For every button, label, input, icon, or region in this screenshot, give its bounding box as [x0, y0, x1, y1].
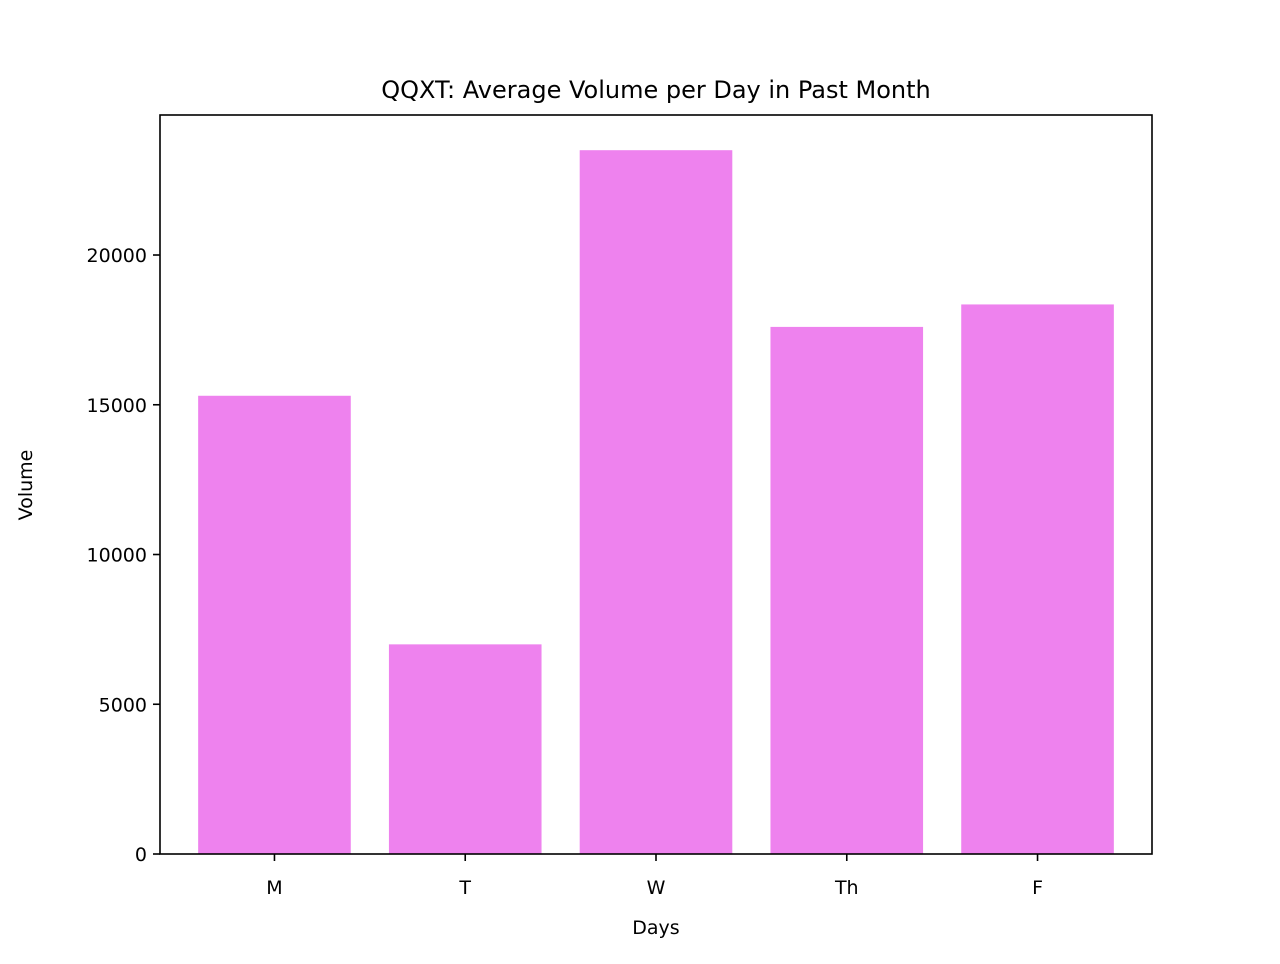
bar-th — [770, 326, 924, 854]
bars-layer — [198, 150, 1114, 855]
y-axis-label: Volume — [15, 450, 37, 521]
y-tick-label: 10000 — [87, 545, 147, 567]
x-tick-label: T — [458, 877, 471, 899]
x-axis-label: Days — [632, 917, 679, 939]
y-tick-label: 20000 — [87, 245, 147, 267]
bar-w — [579, 150, 733, 854]
x-tick-label: F — [1032, 877, 1043, 899]
y-tick-label: 0 — [135, 844, 147, 866]
y-axis: 0 5000 10000 15000 20000 — [87, 245, 160, 866]
x-tick-label: W — [647, 877, 666, 899]
y-tick-label: 5000 — [99, 694, 147, 716]
bar-m — [198, 395, 351, 854]
x-tick-label: M — [266, 877, 282, 899]
bar-t — [388, 644, 542, 854]
plot-frame — [159, 114, 1153, 855]
y-tick-label: 15000 — [87, 395, 147, 417]
x-axis: M T W Th F — [266, 854, 1043, 899]
chart-title: QQXT: Average Volume per Day in Past Mon… — [381, 76, 931, 104]
x-tick-label: Th — [834, 877, 859, 899]
bar-f — [961, 304, 1114, 855]
